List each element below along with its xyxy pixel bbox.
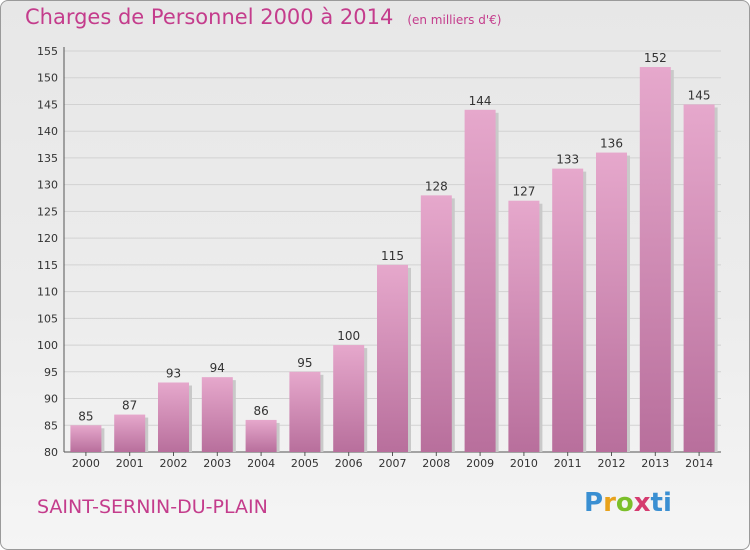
x-tick-label: 2006 (335, 457, 363, 470)
commune-name: SAINT-SERNIN-DU-PLAIN (37, 496, 268, 518)
y-tick-label: 90 (44, 393, 58, 406)
value-label: 86 (253, 404, 268, 418)
x-tick-label: 2009 (466, 457, 494, 470)
chart-title: Charges de Personnel 2000 à 2014 (25, 5, 394, 29)
value-label: 127 (512, 185, 535, 199)
value-label: 95 (297, 356, 312, 370)
x-tick-label: 2001 (116, 457, 144, 470)
x-tick-label: 2004 (247, 457, 275, 470)
y-tick-label: 125 (37, 205, 58, 218)
x-tick-label: 2014 (685, 457, 713, 470)
bar[interactable] (639, 67, 671, 452)
proxiti-logo[interactable]: Proxti (584, 488, 672, 518)
x-tick-label: 2000 (72, 457, 100, 470)
unit-note: (en milliers d'€) (407, 13, 502, 27)
y-tick-label: 130 (37, 179, 58, 192)
bar[interactable] (552, 168, 584, 453)
bar[interactable] (70, 425, 102, 452)
x-tick-label: 2005 (291, 457, 319, 470)
y-tick-label: 155 (37, 45, 58, 58)
x-tick-label: 2010 (510, 457, 538, 470)
y-tick-label: 110 (37, 286, 58, 299)
bar[interactable] (508, 200, 540, 452)
y-tick-label: 85 (44, 419, 58, 432)
value-label: 145 (688, 88, 711, 102)
bar[interactable] (201, 377, 233, 452)
chart-title-block: Charges de Personnel 2000 à 2014 (en mill… (25, 5, 501, 29)
x-tick-label: 2002 (160, 457, 188, 470)
y-tick-label: 150 (37, 72, 58, 85)
bar[interactable] (377, 264, 408, 452)
x-tick-label: 2003 (203, 457, 231, 470)
x-tick-label: 2007 (379, 457, 407, 470)
bar[interactable] (420, 195, 452, 453)
y-tick-label: 105 (37, 312, 58, 325)
bar[interactable] (114, 414, 146, 452)
value-label: 93 (166, 366, 181, 380)
bar[interactable] (158, 382, 189, 452)
bars (70, 67, 718, 453)
value-label: 128 (425, 179, 448, 193)
y-tick-label: 120 (37, 232, 58, 245)
x-tick-label: 2011 (554, 457, 582, 470)
x-tick-label: 2008 (422, 457, 450, 470)
bar[interactable] (333, 345, 365, 452)
y-tick-label: 115 (37, 259, 58, 272)
x-tick-label: 2013 (641, 457, 669, 470)
y-tick-label: 95 (44, 366, 58, 379)
bar[interactable] (596, 152, 627, 452)
bar[interactable] (289, 371, 321, 452)
bar[interactable] (464, 109, 496, 453)
value-label: 136 (600, 137, 623, 151)
x-tick-label: 2012 (598, 457, 626, 470)
value-label: 133 (556, 153, 579, 167)
value-label: 100 (337, 329, 360, 343)
y-tick-label: 140 (37, 125, 58, 138)
value-label: 115 (381, 249, 404, 263)
value-label: 87 (122, 399, 137, 413)
value-label: 85 (78, 409, 93, 423)
y-tick-label: 100 (37, 339, 58, 352)
value-label: 144 (469, 94, 492, 108)
labels: 85 2000 87 2001 93 2002 94 2003 86 2004 95 2005 100 2… (72, 51, 713, 470)
bar[interactable] (245, 419, 277, 452)
y-tick-label: 145 (37, 98, 58, 111)
value-label: 152 (644, 51, 667, 65)
bar[interactable] (683, 104, 715, 452)
y-tick-label: 135 (37, 152, 58, 165)
value-label: 94 (210, 361, 225, 375)
y-tick-label: 80 (44, 446, 58, 459)
